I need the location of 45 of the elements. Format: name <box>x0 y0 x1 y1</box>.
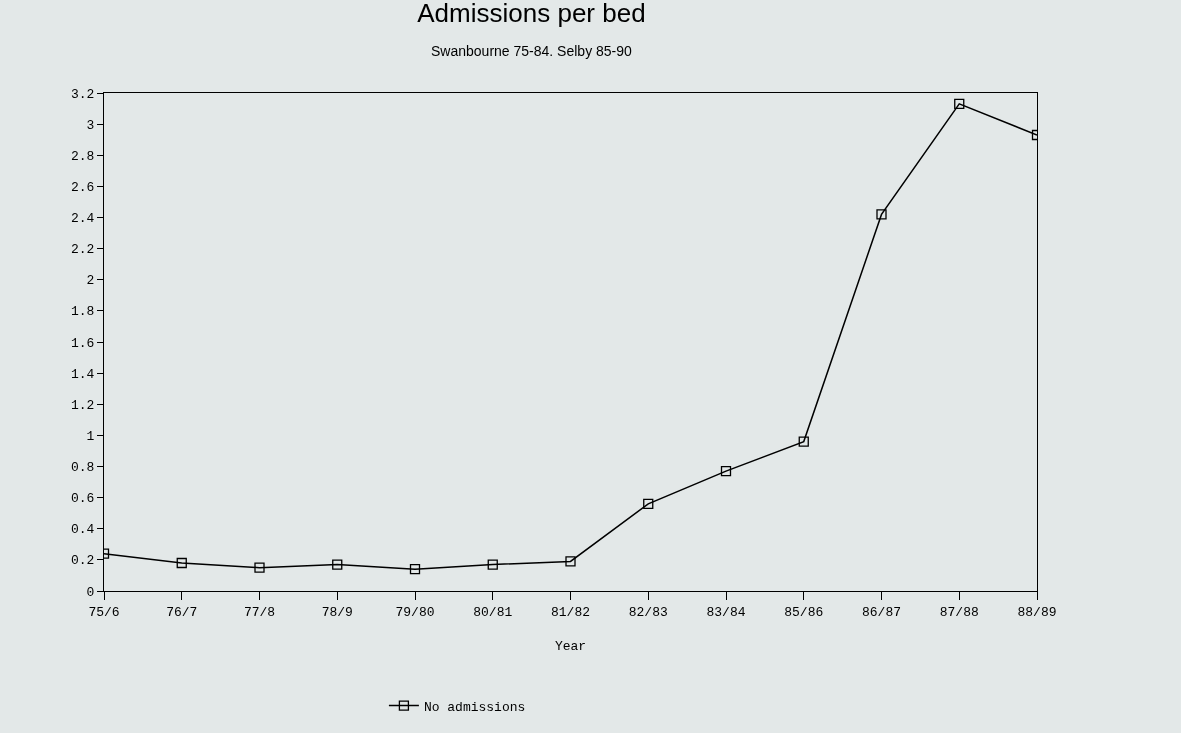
y-tick-label: 1 <box>86 428 95 444</box>
point <box>876 209 887 220</box>
y-tick-label: 2.2 <box>70 242 95 258</box>
x-tick-label: 81/82 <box>550 604 591 620</box>
point <box>798 436 809 447</box>
x-axis-title: Year <box>554 639 587 655</box>
y-tick-label: 0.8 <box>70 460 95 476</box>
x-tick-label: 80/81 <box>473 604 513 620</box>
point <box>254 562 265 573</box>
point <box>565 556 576 567</box>
x-tick-label: 86/87 <box>861 604 902 620</box>
y-tick-label: 1.4 <box>70 366 95 382</box>
point <box>643 498 654 509</box>
y-tick-label: 0.6 <box>70 491 95 507</box>
legend-label: No admissions <box>423 699 526 715</box>
point <box>332 559 343 570</box>
point <box>176 557 187 569</box>
x-tick-label: 79/80 <box>395 604 435 620</box>
y-tick-label: 2 <box>86 273 95 289</box>
x-tick-label: 76/7 <box>166 604 198 620</box>
y-tick-label: 1.6 <box>70 335 95 351</box>
chart-subtitle: Swanbourne 75-84. Selby 85-90 <box>431 42 633 59</box>
y-tick-label: 1.2 <box>70 397 95 413</box>
x-tick-label: 87/88 <box>939 604 979 620</box>
x-tick-label: 82/83 <box>628 604 668 620</box>
y-tick-label: 0 <box>86 584 95 600</box>
x-tick-label: 88/89 <box>1017 604 1057 620</box>
point <box>409 564 421 575</box>
y-tick-label: 0.4 <box>70 522 95 538</box>
point <box>954 98 965 110</box>
y-tick-label: 2.6 <box>70 179 95 195</box>
x-tick-label: 78/9 <box>321 604 353 620</box>
y-tick-label: 0.2 <box>70 553 95 569</box>
y-tick-label: 2.4 <box>70 211 95 227</box>
point <box>720 466 732 477</box>
x-tick-label: 77/8 <box>243 604 276 620</box>
x-tick-label: 75/6 <box>88 604 120 620</box>
x-tick-label: 85/86 <box>784 604 824 620</box>
chart-title: Admissions per bed <box>417 0 646 28</box>
y-tick-label: 3 <box>86 117 95 133</box>
y-tick-label: 1.8 <box>70 304 95 320</box>
x-tick-label: 83/84 <box>706 604 746 620</box>
y-tick-label: 2.8 <box>70 148 95 164</box>
y-tick-label: 3.2 <box>70 86 95 102</box>
point <box>487 559 498 570</box>
